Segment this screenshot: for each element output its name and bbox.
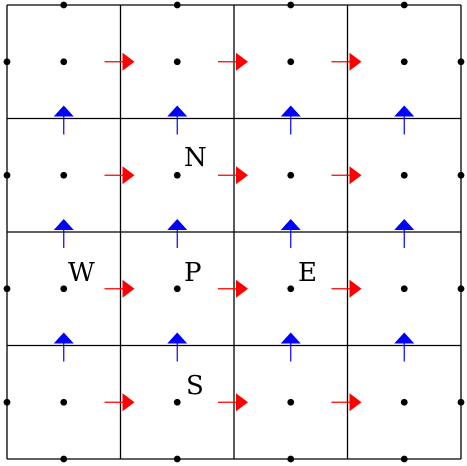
cell-center-dot (60, 58, 68, 66)
boundary-dot-right (457, 171, 465, 179)
east-face-arrow (104, 52, 135, 71)
east-face-arrows (104, 52, 362, 412)
east-face-arrow (218, 393, 248, 412)
boundary-dot-top (60, 1, 68, 9)
boundary-dot-right (457, 398, 465, 406)
north-face-arrow (53, 332, 74, 362)
north-face-arrow (280, 219, 301, 248)
arrow-head (122, 393, 135, 412)
cell-center-dot (60, 398, 68, 406)
boundary-dot-left (3, 58, 11, 66)
arrow-head (122, 166, 135, 185)
north-face-arrow (53, 219, 74, 248)
boundary-dot-top (173, 1, 181, 9)
arrow-head (280, 105, 301, 117)
arrow-head (122, 52, 135, 71)
arrow-head (53, 219, 74, 230)
arrow-head (349, 393, 362, 412)
boundary-dot-left (3, 171, 11, 179)
label-east: E (298, 258, 317, 288)
north-face-arrows (53, 105, 415, 362)
arrow-head (349, 166, 362, 185)
arrow-head (394, 105, 415, 117)
cell-center-dot (287, 58, 295, 66)
north-face-arrow (394, 105, 415, 135)
east-face-arrow (331, 393, 362, 412)
north-face-arrow (53, 105, 74, 135)
north-face-arrow (167, 219, 188, 248)
north-face-arrow (394, 332, 415, 362)
label-point: P (184, 258, 202, 288)
arrow-head (349, 52, 362, 71)
east-face-arrow (331, 52, 362, 71)
arrow-head (394, 332, 415, 344)
cell-center-dot (287, 171, 295, 179)
arrow-head (167, 332, 188, 344)
cell-center-dot (287, 285, 295, 293)
arrow-head (394, 219, 415, 230)
cell-center-dot (400, 285, 408, 293)
north-face-arrow (167, 105, 188, 135)
arrow-head (280, 332, 301, 344)
boundary-dot-bottom (400, 455, 408, 463)
east-face-arrow (331, 166, 362, 185)
arrow-head (236, 52, 248, 71)
boundary-dot-left (3, 285, 11, 293)
north-face-arrow (394, 219, 415, 248)
cell-center-dot (60, 285, 68, 293)
arrow-head (236, 279, 248, 298)
east-face-arrow (218, 279, 248, 298)
arrow-head (53, 105, 74, 117)
north-face-arrow (280, 105, 301, 135)
east-face-arrow (331, 279, 362, 298)
cell-center-dot (287, 398, 295, 406)
cell-center-dot (400, 58, 408, 66)
east-face-arrow (104, 393, 135, 412)
east-face-arrow (104, 166, 135, 185)
east-face-arrow (104, 279, 135, 298)
north-face-arrow (167, 332, 188, 362)
node-dots (3, 1, 465, 463)
boundary-dot-right (457, 285, 465, 293)
east-face-arrow (218, 52, 248, 71)
arrow-head (236, 166, 248, 185)
boundary-dot-right (457, 58, 465, 66)
arrow-head (53, 332, 74, 344)
arrow-head (280, 219, 301, 230)
boundary-dot-bottom (173, 455, 181, 463)
arrow-head (349, 279, 362, 298)
boundary-dot-bottom (287, 455, 295, 463)
cell-center-dot (400, 171, 408, 179)
boundary-dot-top (287, 1, 295, 9)
arrow-head (167, 219, 188, 230)
boundary-dot-left (3, 398, 11, 406)
cell-center-dot (173, 58, 181, 66)
cell-center-dot (60, 171, 68, 179)
cell-center-dot (173, 285, 181, 293)
label-west: W (68, 258, 95, 288)
boundary-dot-top (400, 1, 408, 9)
cell-center-dot (400, 398, 408, 406)
boundary-dot-bottom (60, 455, 68, 463)
arrow-head (236, 393, 248, 412)
grid-lines (6, 4, 462, 460)
label-north: N (184, 143, 207, 173)
label-south: S (186, 371, 204, 401)
east-face-arrow (218, 166, 248, 185)
node-labels: N W P E S (68, 143, 317, 401)
cell-center-dot (173, 171, 181, 179)
arrow-head (167, 105, 188, 117)
north-face-arrow (280, 332, 301, 362)
arrow-head (122, 279, 135, 298)
cell-center-dot (173, 398, 181, 406)
